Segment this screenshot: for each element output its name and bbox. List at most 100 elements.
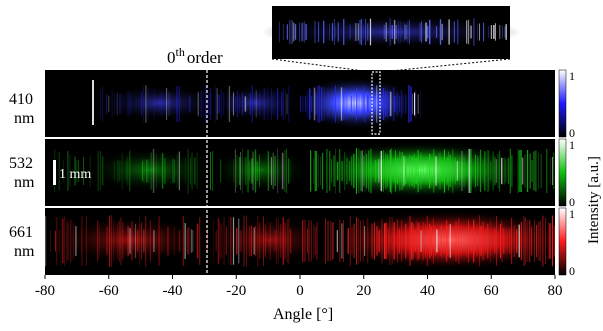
fringe-line bbox=[362, 94, 364, 114]
fringe-line bbox=[325, 218, 326, 264]
fringe-line bbox=[447, 225, 449, 257]
fringe-line bbox=[540, 153, 542, 189]
fringe-line bbox=[360, 151, 362, 191]
fringe-line bbox=[335, 148, 336, 194]
fringe-line bbox=[470, 230, 472, 252]
fringe-line bbox=[409, 215, 411, 267]
fringe-line bbox=[139, 216, 140, 266]
fringe-line bbox=[150, 152, 152, 190]
fringe-line bbox=[277, 88, 279, 120]
colorbar-661-bottom: 0 bbox=[569, 264, 575, 278]
fringe-line bbox=[247, 149, 249, 193]
zoom-inset-glow bbox=[261, 16, 521, 48]
fringe-line bbox=[396, 158, 398, 184]
fringe-line bbox=[55, 230, 56, 252]
fringe-line bbox=[111, 90, 113, 118]
panel-532-lobe-main bbox=[310, 142, 530, 198]
fringe-line bbox=[400, 90, 402, 118]
fringe-line bbox=[206, 91, 209, 117]
panel-410-fringes bbox=[100, 85, 421, 123]
fringe-line bbox=[77, 160, 80, 182]
fringe-line bbox=[495, 23, 496, 41]
fringe-line bbox=[425, 224, 426, 259]
fringe-line bbox=[288, 85, 290, 123]
fringe-line bbox=[553, 152, 555, 190]
fringe-line bbox=[414, 92, 416, 116]
fringe-line bbox=[100, 90, 101, 118]
fringe-line bbox=[199, 217, 201, 265]
fringe-line bbox=[313, 158, 315, 184]
fringe-line bbox=[389, 149, 391, 193]
fringe-line bbox=[389, 217, 391, 265]
fringe-line bbox=[513, 225, 515, 257]
fringe-line bbox=[454, 227, 455, 255]
fringe-line bbox=[396, 92, 398, 116]
fringe-line bbox=[313, 87, 316, 121]
colorbar-410-top: 1 bbox=[569, 69, 575, 83]
fringe-line bbox=[331, 159, 332, 183]
fringe-line bbox=[189, 95, 191, 113]
fringe-line bbox=[69, 154, 71, 188]
fringe-line bbox=[383, 25, 386, 39]
fringe-line bbox=[66, 218, 67, 264]
fringe-line bbox=[301, 22, 303, 42]
fringe-line bbox=[486, 150, 488, 192]
fringe-line bbox=[153, 230, 155, 252]
fringe-line bbox=[501, 219, 503, 263]
fringe-line bbox=[117, 159, 119, 183]
fringe-line bbox=[278, 21, 280, 43]
fringe-line bbox=[432, 218, 434, 264]
x-tick-label: 40 bbox=[420, 283, 435, 299]
fringe-line bbox=[137, 230, 139, 252]
fringe-line bbox=[249, 92, 251, 116]
unit-661: nm bbox=[14, 243, 35, 260]
fringe-line bbox=[501, 25, 503, 39]
fringe-line bbox=[109, 215, 111, 267]
fringe-line bbox=[321, 87, 323, 121]
unit-410: nm bbox=[14, 110, 35, 127]
fringe-line bbox=[500, 223, 502, 259]
fringe-line bbox=[307, 228, 309, 254]
fringe-line bbox=[339, 149, 341, 193]
fringe-line bbox=[475, 154, 476, 188]
fringe-line bbox=[405, 94, 407, 114]
fringe-line bbox=[364, 226, 366, 256]
fringe-line bbox=[398, 228, 400, 254]
fringe-line bbox=[394, 19, 396, 45]
fringe-line bbox=[311, 96, 312, 112]
fringe-line bbox=[131, 221, 133, 261]
fringe-line bbox=[353, 223, 355, 259]
fringe-line bbox=[233, 159, 235, 183]
panel-532-lobe-left bbox=[85, 148, 215, 192]
fringe-line bbox=[178, 230, 181, 252]
x-tick-label: 0 bbox=[296, 283, 304, 299]
fringe-line bbox=[220, 159, 222, 183]
fringe-line bbox=[449, 154, 451, 188]
fringe-line bbox=[146, 159, 148, 183]
fringe-line bbox=[373, 222, 375, 260]
fringe-line bbox=[330, 221, 332, 261]
fringe-line bbox=[178, 85, 181, 123]
x-tick-label: 20 bbox=[356, 283, 371, 299]
fringe-line bbox=[240, 230, 242, 252]
fringe-line bbox=[359, 20, 361, 44]
fringe-line bbox=[149, 220, 151, 262]
fringe-line bbox=[323, 87, 325, 121]
fringe-line bbox=[501, 157, 503, 185]
fringe-line bbox=[433, 149, 435, 193]
fringe-line bbox=[429, 19, 431, 45]
wavelength-532: 532 bbox=[9, 155, 33, 172]
fringe-line bbox=[288, 158, 290, 184]
fringe-line bbox=[435, 156, 437, 186]
fringe-line bbox=[254, 149, 257, 193]
fringe-line bbox=[276, 217, 278, 265]
fringe-line bbox=[522, 157, 524, 185]
fringe-line bbox=[416, 221, 418, 261]
fringe-line bbox=[267, 86, 269, 122]
fringe-line bbox=[228, 218, 229, 264]
fringe-line bbox=[164, 158, 166, 184]
fringe-line bbox=[285, 89, 286, 119]
fringe-line bbox=[265, 224, 266, 258]
fringe-line bbox=[317, 85, 319, 123]
fringe-line bbox=[127, 156, 129, 186]
